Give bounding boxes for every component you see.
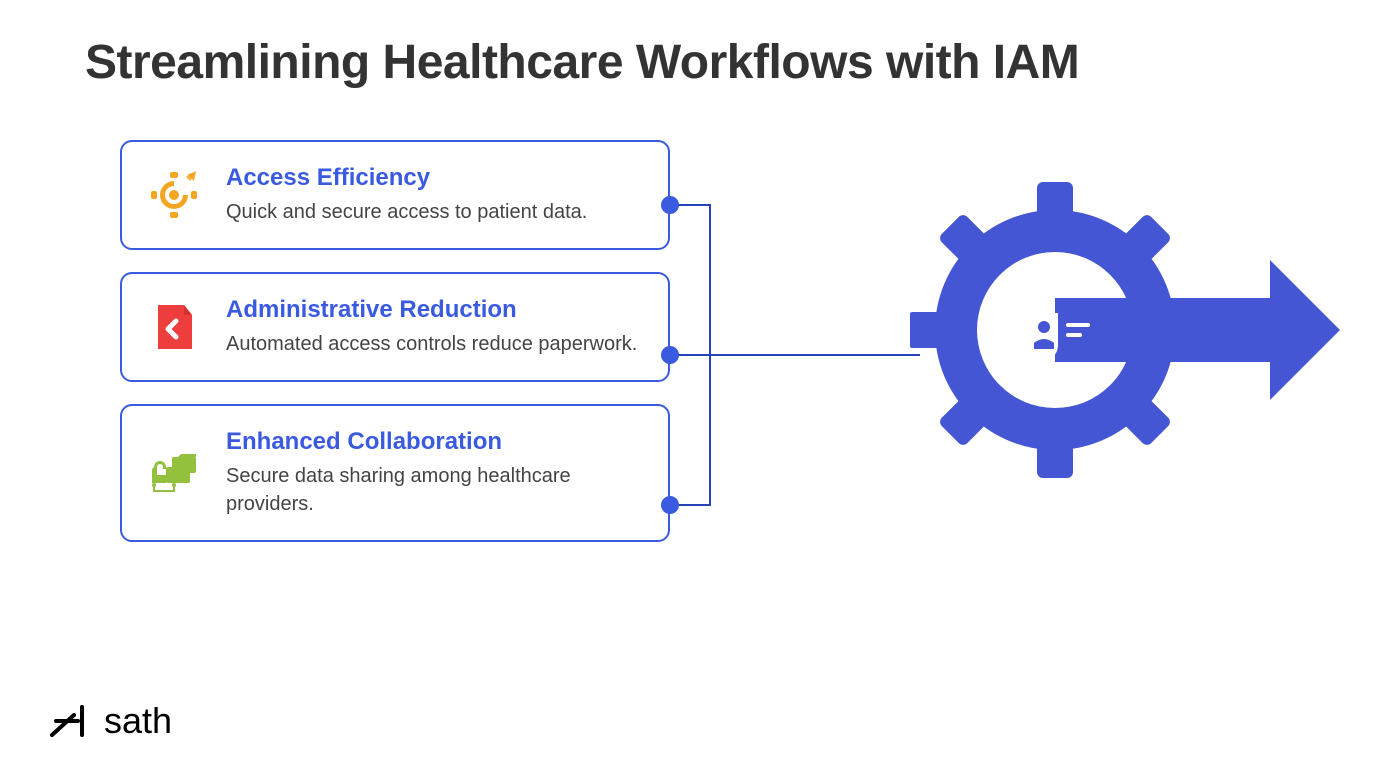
cards-container: Access Efficiency Quick and secure acces… [120, 140, 670, 564]
sath-logo-icon [48, 701, 98, 741]
card-desc: Secure data sharing among healthcare pro… [226, 462, 644, 518]
card-text: Administrative Reduction Automated acces… [226, 296, 644, 358]
gear-id-arrow-icon [910, 170, 1340, 490]
card-desc: Automated access controls reduce paperwo… [226, 330, 644, 358]
card-title: Administrative Reduction [226, 296, 644, 324]
card-title: Enhanced Collaboration [226, 428, 644, 456]
document-code-icon [146, 299, 202, 355]
card-desc: Quick and secure access to patient data. [226, 198, 644, 226]
lock-folders-icon [146, 445, 202, 501]
card-collaboration: Enhanced Collaboration Secure data shari… [120, 404, 670, 542]
card-text: Access Efficiency Quick and secure acces… [226, 164, 644, 226]
gear-arrow-icon [146, 167, 202, 223]
connector-lines [670, 140, 920, 630]
page-title: Streamlining Healthcare Workflows with I… [85, 35, 1079, 90]
card-title: Access Efficiency [226, 164, 644, 192]
card-access-efficiency: Access Efficiency Quick and secure acces… [120, 140, 670, 250]
sath-logo: sath [48, 700, 172, 742]
card-text: Enhanced Collaboration Secure data shari… [226, 428, 644, 518]
logo-text: sath [104, 700, 172, 742]
card-admin-reduction: Administrative Reduction Automated acces… [120, 272, 670, 382]
